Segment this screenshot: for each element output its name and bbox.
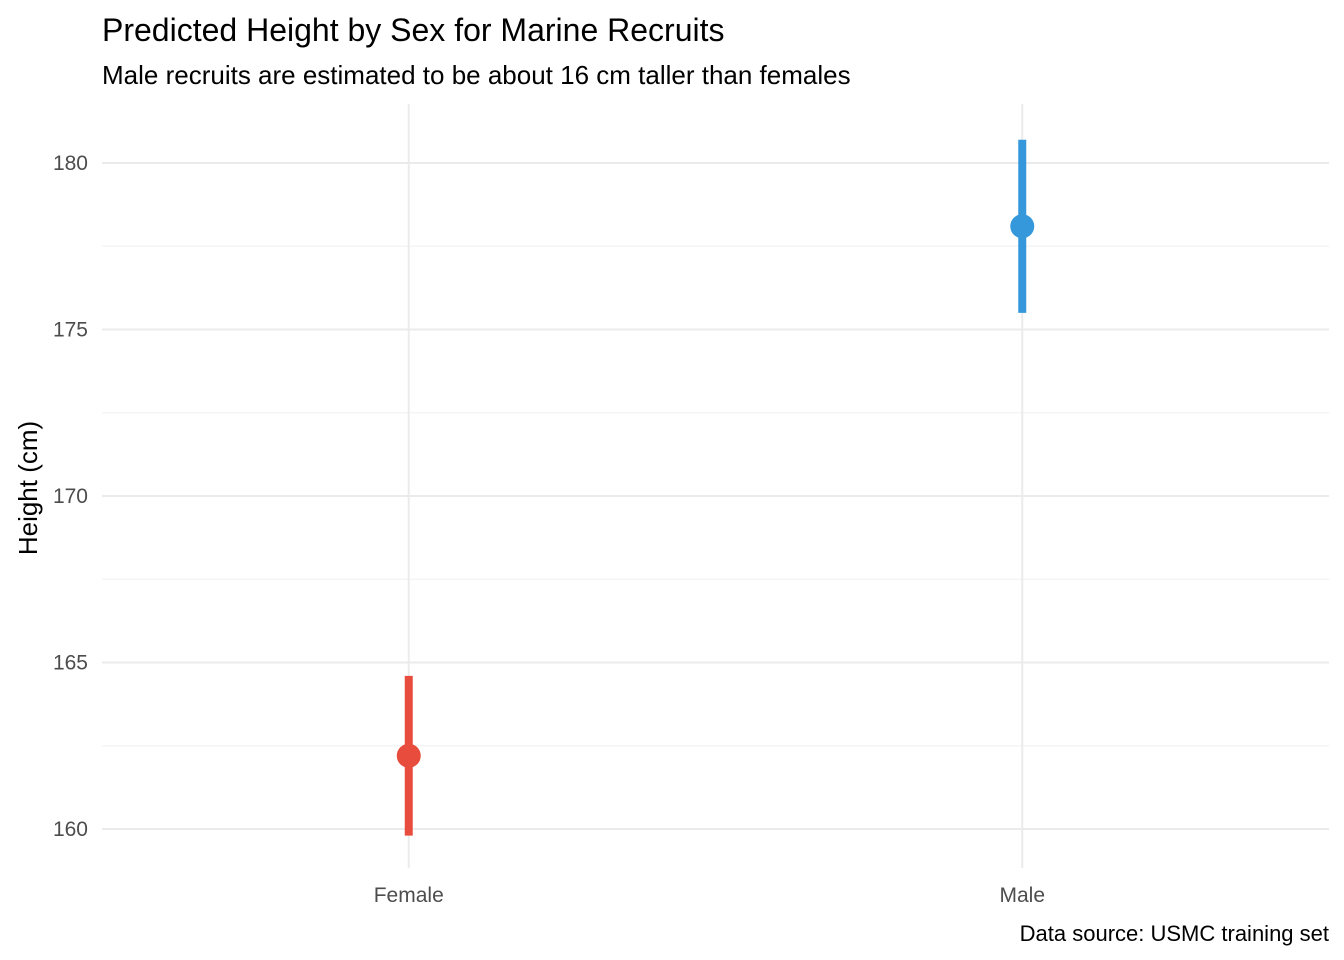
y-axis-label: Height (cm) [13,421,43,555]
y-tick-label: 175 [53,319,88,342]
point-female [396,743,421,768]
y-tick-label: 170 [53,485,88,508]
chart-marks [396,139,1035,836]
chart-title: Predicted Height by Sex for Marine Recru… [102,12,724,48]
y-tick-label: 165 [53,652,88,675]
chart-subtitle: Male recruits are estimated to be about … [102,60,851,90]
x-tick-label: Male [999,884,1045,907]
point-male [1010,214,1035,239]
y-tick-label: 160 [53,818,88,841]
chart-caption: Data source: USMC training set [1020,921,1329,946]
tick-labels: 160 165 170 175 180 Female Male [53,152,1045,907]
grid-lines [102,104,1329,868]
y-tick-label: 180 [53,152,88,175]
x-tick-label: Female [374,884,444,907]
